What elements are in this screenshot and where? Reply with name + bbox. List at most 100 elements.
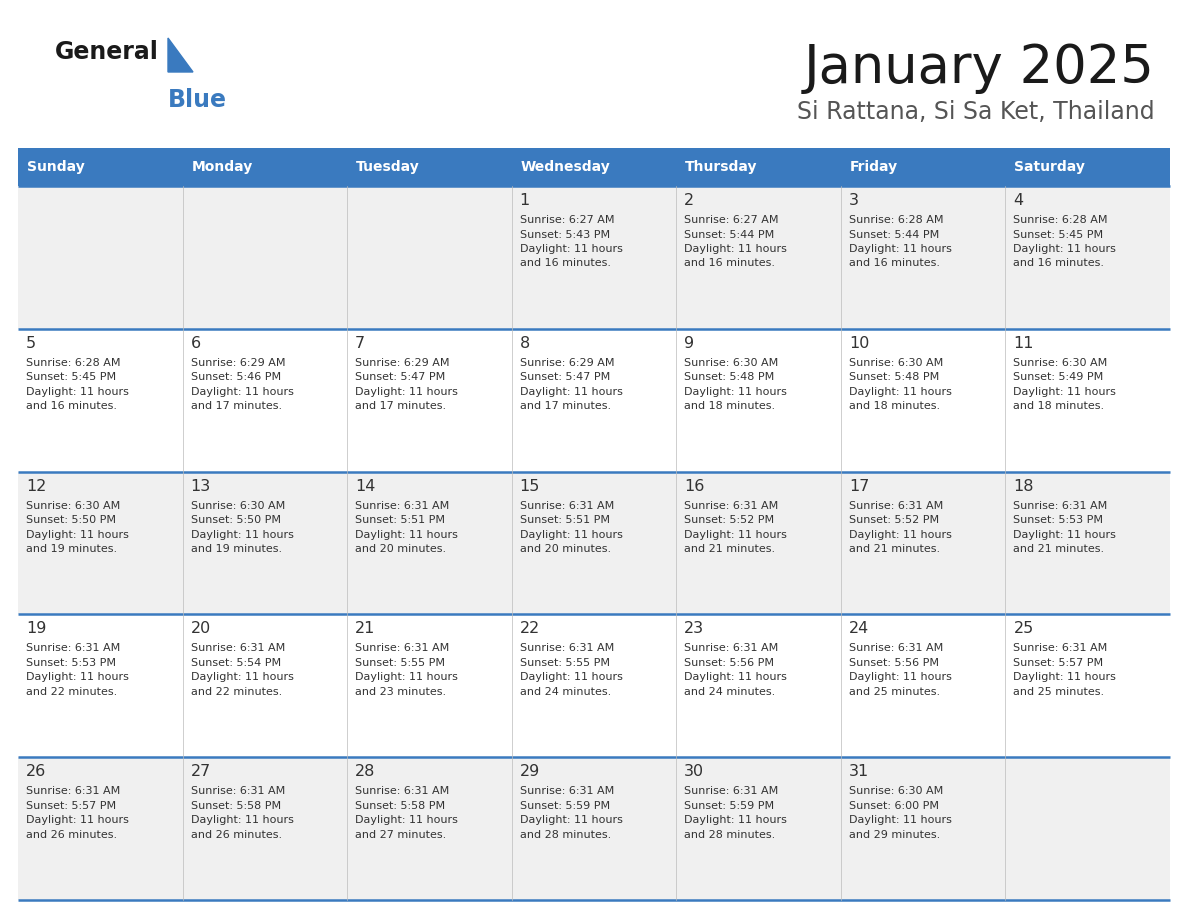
Text: Sunset: 5:59 PM: Sunset: 5:59 PM bbox=[519, 800, 609, 811]
Bar bbox=[18, 148, 183, 186]
Text: and 26 minutes.: and 26 minutes. bbox=[26, 830, 118, 840]
Text: 19: 19 bbox=[26, 621, 46, 636]
Text: and 16 minutes.: and 16 minutes. bbox=[1013, 259, 1105, 268]
Text: Sunset: 5:51 PM: Sunset: 5:51 PM bbox=[355, 515, 446, 525]
Text: Daylight: 11 hours: Daylight: 11 hours bbox=[26, 815, 128, 825]
Text: 20: 20 bbox=[190, 621, 210, 636]
Text: and 19 minutes.: and 19 minutes. bbox=[190, 544, 282, 554]
Bar bbox=[18, 329, 1170, 472]
Text: 12: 12 bbox=[26, 478, 46, 494]
Text: 31: 31 bbox=[849, 764, 870, 779]
Text: and 28 minutes.: and 28 minutes. bbox=[684, 830, 776, 840]
Text: Sunrise: 6:31 AM: Sunrise: 6:31 AM bbox=[355, 644, 449, 654]
Text: Sunrise: 6:31 AM: Sunrise: 6:31 AM bbox=[684, 786, 778, 796]
Text: Sunrise: 6:31 AM: Sunrise: 6:31 AM bbox=[1013, 644, 1107, 654]
Text: Sunrise: 6:30 AM: Sunrise: 6:30 AM bbox=[684, 358, 778, 368]
Text: Daylight: 11 hours: Daylight: 11 hours bbox=[519, 386, 623, 397]
Text: 3: 3 bbox=[849, 193, 859, 208]
Bar bbox=[18, 186, 1170, 329]
Text: Sunset: 5:44 PM: Sunset: 5:44 PM bbox=[849, 230, 939, 240]
Text: Daylight: 11 hours: Daylight: 11 hours bbox=[519, 815, 623, 825]
Text: Sunrise: 6:31 AM: Sunrise: 6:31 AM bbox=[26, 786, 120, 796]
Text: Sunset: 5:47 PM: Sunset: 5:47 PM bbox=[355, 373, 446, 382]
Text: and 21 minutes.: and 21 minutes. bbox=[684, 544, 776, 554]
Text: Sunrise: 6:29 AM: Sunrise: 6:29 AM bbox=[519, 358, 614, 368]
Text: Sunrise: 6:27 AM: Sunrise: 6:27 AM bbox=[684, 215, 779, 225]
Text: and 19 minutes.: and 19 minutes. bbox=[26, 544, 118, 554]
Text: 4: 4 bbox=[1013, 193, 1024, 208]
Text: and 20 minutes.: and 20 minutes. bbox=[355, 544, 447, 554]
Text: and 24 minutes.: and 24 minutes. bbox=[519, 687, 611, 697]
Text: Sunrise: 6:30 AM: Sunrise: 6:30 AM bbox=[849, 786, 943, 796]
Text: Daylight: 11 hours: Daylight: 11 hours bbox=[849, 815, 952, 825]
Text: Sunday: Sunday bbox=[27, 160, 84, 174]
Text: Daylight: 11 hours: Daylight: 11 hours bbox=[1013, 244, 1117, 254]
Text: 28: 28 bbox=[355, 764, 375, 779]
Bar bbox=[347, 148, 512, 186]
Text: Sunset: 5:57 PM: Sunset: 5:57 PM bbox=[26, 800, 116, 811]
Text: Daylight: 11 hours: Daylight: 11 hours bbox=[519, 530, 623, 540]
Bar bbox=[183, 148, 347, 186]
Text: Sunset: 5:50 PM: Sunset: 5:50 PM bbox=[190, 515, 280, 525]
Text: Daylight: 11 hours: Daylight: 11 hours bbox=[684, 386, 788, 397]
Text: Sunrise: 6:31 AM: Sunrise: 6:31 AM bbox=[849, 644, 943, 654]
Text: 24: 24 bbox=[849, 621, 870, 636]
Text: Sunrise: 6:31 AM: Sunrise: 6:31 AM bbox=[519, 644, 614, 654]
Text: Sunset: 6:00 PM: Sunset: 6:00 PM bbox=[849, 800, 939, 811]
Bar bbox=[18, 757, 1170, 900]
Text: Daylight: 11 hours: Daylight: 11 hours bbox=[355, 386, 459, 397]
Text: 15: 15 bbox=[519, 478, 541, 494]
Text: Sunset: 5:59 PM: Sunset: 5:59 PM bbox=[684, 800, 775, 811]
Text: 6: 6 bbox=[190, 336, 201, 351]
Text: Wednesday: Wednesday bbox=[520, 160, 611, 174]
Text: 2: 2 bbox=[684, 193, 695, 208]
Text: Sunrise: 6:30 AM: Sunrise: 6:30 AM bbox=[26, 500, 120, 510]
Text: Sunrise: 6:31 AM: Sunrise: 6:31 AM bbox=[684, 644, 778, 654]
Text: General: General bbox=[55, 40, 159, 64]
Text: and 25 minutes.: and 25 minutes. bbox=[1013, 687, 1105, 697]
Text: Daylight: 11 hours: Daylight: 11 hours bbox=[26, 672, 128, 682]
Text: 10: 10 bbox=[849, 336, 870, 351]
Text: 27: 27 bbox=[190, 764, 210, 779]
Text: Sunrise: 6:30 AM: Sunrise: 6:30 AM bbox=[849, 358, 943, 368]
Text: Sunset: 5:47 PM: Sunset: 5:47 PM bbox=[519, 373, 609, 382]
Text: and 29 minutes.: and 29 minutes. bbox=[849, 830, 940, 840]
Text: 21: 21 bbox=[355, 621, 375, 636]
Text: Si Rattana, Si Sa Ket, Thailand: Si Rattana, Si Sa Ket, Thailand bbox=[797, 100, 1155, 124]
Text: Sunset: 5:52 PM: Sunset: 5:52 PM bbox=[684, 515, 775, 525]
Text: and 20 minutes.: and 20 minutes. bbox=[519, 544, 611, 554]
Text: Daylight: 11 hours: Daylight: 11 hours bbox=[190, 386, 293, 397]
Text: Daylight: 11 hours: Daylight: 11 hours bbox=[519, 244, 623, 254]
Text: and 17 minutes.: and 17 minutes. bbox=[190, 401, 282, 411]
Text: Daylight: 11 hours: Daylight: 11 hours bbox=[355, 815, 459, 825]
Text: Sunset: 5:49 PM: Sunset: 5:49 PM bbox=[1013, 373, 1104, 382]
Text: and 17 minutes.: and 17 minutes. bbox=[355, 401, 447, 411]
Text: 23: 23 bbox=[684, 621, 704, 636]
Text: Daylight: 11 hours: Daylight: 11 hours bbox=[519, 672, 623, 682]
Text: Daylight: 11 hours: Daylight: 11 hours bbox=[26, 386, 128, 397]
Text: Sunrise: 6:31 AM: Sunrise: 6:31 AM bbox=[26, 644, 120, 654]
Text: Daylight: 11 hours: Daylight: 11 hours bbox=[684, 672, 788, 682]
Bar bbox=[18, 472, 1170, 614]
Text: Sunrise: 6:30 AM: Sunrise: 6:30 AM bbox=[1013, 358, 1107, 368]
Polygon shape bbox=[168, 38, 192, 72]
Text: Sunrise: 6:31 AM: Sunrise: 6:31 AM bbox=[355, 500, 449, 510]
Text: and 28 minutes.: and 28 minutes. bbox=[519, 830, 611, 840]
Text: Sunset: 5:43 PM: Sunset: 5:43 PM bbox=[519, 230, 609, 240]
Text: Sunset: 5:44 PM: Sunset: 5:44 PM bbox=[684, 230, 775, 240]
Text: Sunrise: 6:28 AM: Sunrise: 6:28 AM bbox=[1013, 215, 1108, 225]
Text: Daylight: 11 hours: Daylight: 11 hours bbox=[190, 672, 293, 682]
Text: Sunrise: 6:27 AM: Sunrise: 6:27 AM bbox=[519, 215, 614, 225]
Text: and 22 minutes.: and 22 minutes. bbox=[26, 687, 118, 697]
Text: 30: 30 bbox=[684, 764, 704, 779]
Text: Sunrise: 6:28 AM: Sunrise: 6:28 AM bbox=[849, 215, 943, 225]
Text: Daylight: 11 hours: Daylight: 11 hours bbox=[849, 672, 952, 682]
Text: Monday: Monday bbox=[191, 160, 253, 174]
Text: Sunset: 5:58 PM: Sunset: 5:58 PM bbox=[190, 800, 280, 811]
Text: January 2025: January 2025 bbox=[804, 42, 1155, 94]
Text: Saturday: Saturday bbox=[1015, 160, 1086, 174]
Text: Sunrise: 6:31 AM: Sunrise: 6:31 AM bbox=[519, 786, 614, 796]
Text: Sunrise: 6:31 AM: Sunrise: 6:31 AM bbox=[190, 786, 285, 796]
Text: Sunrise: 6:29 AM: Sunrise: 6:29 AM bbox=[190, 358, 285, 368]
Text: Daylight: 11 hours: Daylight: 11 hours bbox=[684, 244, 788, 254]
